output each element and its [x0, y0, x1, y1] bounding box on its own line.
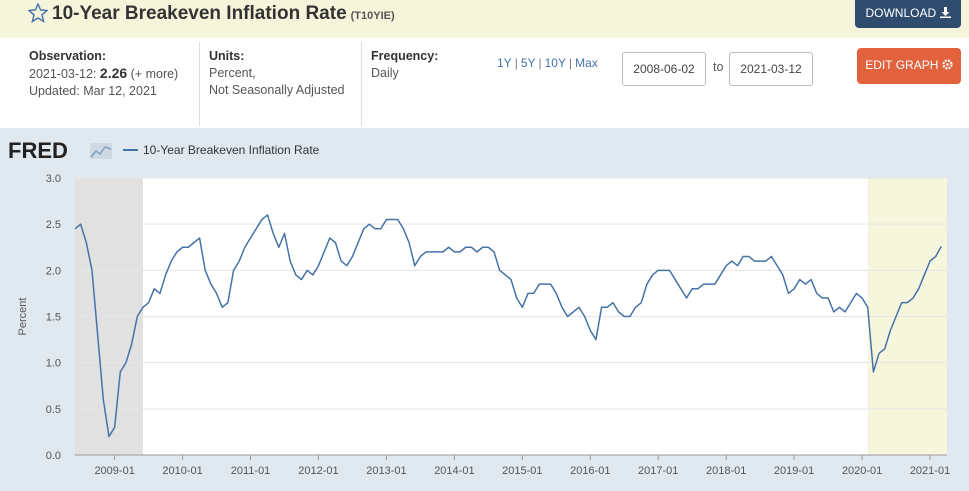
y-tick-label: 1.5	[46, 312, 61, 324]
observation-number: 2.26	[99, 65, 128, 81]
updated: Updated: Mar 12, 2021	[29, 84, 157, 98]
range-link[interactable]: 5Y	[520, 56, 536, 70]
x-tick-label: 2018-01	[706, 465, 746, 477]
range-link[interactable]: Max	[575, 56, 598, 70]
to-label: to	[713, 60, 724, 74]
download-text: DOWNLOAD	[865, 6, 937, 20]
x-tick-label: 2010-01	[162, 465, 202, 477]
gear-icon	[942, 59, 953, 70]
end-date-input[interactable]: 2021-03-12	[729, 52, 813, 86]
y-tick-label: 2.0	[46, 265, 61, 277]
series-line	[74, 214, 942, 438]
observation-value: 2021-03-12: 2.26 (+ more)	[29, 65, 179, 83]
legend-label: 10-Year Breakeven Inflation Rate	[143, 143, 320, 157]
edit-graph-button[interactable]: EDIT GRAPH	[857, 48, 961, 84]
units-value: Not Seasonally Adjusted	[209, 83, 345, 97]
title-text: 10-Year Breakeven Inflation Rate	[52, 3, 347, 24]
range-link[interactable]: 10Y	[544, 56, 566, 70]
more-link[interactable]: (+ more)	[130, 67, 179, 81]
x-tick-label: 2019-01	[774, 465, 814, 477]
frequency-value: Daily	[371, 66, 399, 80]
y-tick-label: 2.5	[46, 219, 61, 231]
units: Units: Percent, Not Seasonally Adjusted	[209, 49, 345, 99]
x-tick-label: 2014-01	[434, 465, 474, 477]
x-tick-label: 2017-01	[638, 465, 678, 477]
star-icon[interactable]	[28, 3, 48, 23]
range-link[interactable]: 1Y	[497, 56, 512, 70]
y-axis-label: Percent	[17, 298, 29, 336]
header: 10-Year Breakeven Inflation Rate (T10YIE)…	[0, 0, 969, 38]
title: 10-Year Breakeven Inflation Rate (T10YIE)	[52, 3, 395, 25]
y-tick-label: 0.0	[46, 450, 61, 462]
units-value: Percent,	[209, 66, 256, 80]
range-links: 1Y | 5Y | 10Y | Max	[497, 56, 598, 70]
x-tick-label: 2009-01	[94, 465, 134, 477]
start-date-input[interactable]: 2008-06-02	[622, 52, 706, 86]
observation-date: 2021-03-12:	[29, 67, 97, 81]
download-button[interactable]: DOWNLOAD	[855, 0, 961, 28]
edit-text: EDIT GRAPH	[865, 58, 939, 72]
observation: Observation: 2021-03-12: 2.26 (+ more) U…	[29, 49, 179, 100]
x-tick-label: 2020-01	[842, 465, 882, 477]
x-tick-label: 2011-01	[231, 465, 271, 477]
download-icon	[939, 7, 951, 18]
chart: FRED 0.0 0.5 1.0 1.5 2.0 2.5 3.0 2009-01 2010-01…	[0, 128, 969, 491]
units-col	[199, 42, 200, 126]
observation-label: Observation:	[29, 49, 107, 63]
frequency-label: Frequency:	[371, 49, 439, 63]
frequency: Frequency: Daily	[371, 49, 438, 82]
x-tick-label: 2013-01	[366, 465, 406, 477]
y-tick-label: 1.0	[46, 358, 61, 370]
units-label: Units:	[209, 49, 245, 63]
x-tick-label: 2015-01	[502, 465, 542, 477]
x-tick-label: 2016-01	[570, 465, 610, 477]
x-tick-label: 2021-01	[910, 465, 950, 477]
logo-icon	[90, 143, 112, 159]
fred-logo: FRED	[8, 138, 68, 163]
frequency-col	[361, 42, 362, 126]
y-tick-label: 3.0	[46, 173, 61, 185]
series-id: (T10YIE)	[350, 10, 395, 22]
y-tick-label: 0.5	[46, 404, 61, 416]
x-tick-label: 2012-01	[298, 465, 338, 477]
